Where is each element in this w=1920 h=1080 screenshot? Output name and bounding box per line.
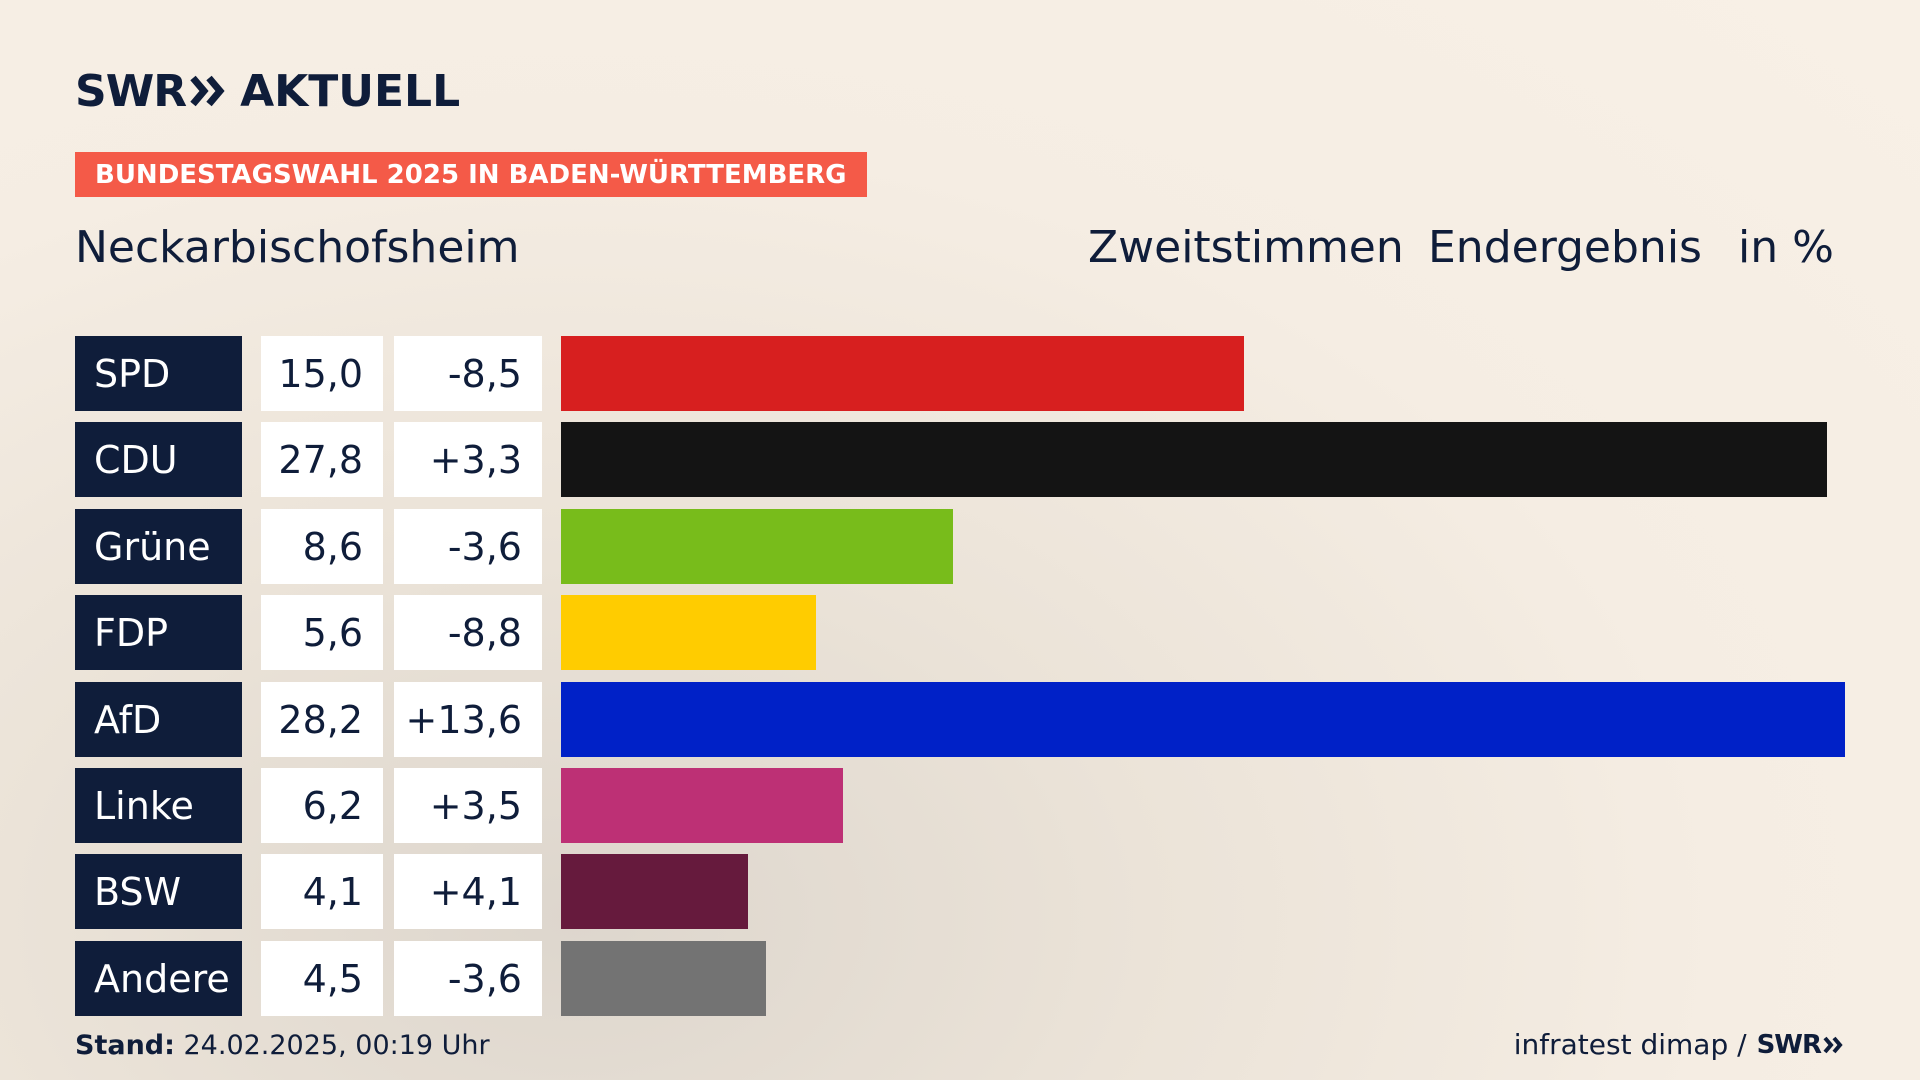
vote-share-value: 8,6 bbox=[261, 509, 383, 584]
result-status-label: Endergebnis bbox=[1428, 222, 1702, 273]
place-title: Neckarbischofsheim bbox=[75, 222, 520, 273]
result-bar bbox=[561, 682, 1845, 757]
vote-share-value: 6,2 bbox=[261, 768, 383, 843]
double-chevron-icon bbox=[190, 75, 225, 107]
vote-share-value: 15,0 bbox=[261, 336, 383, 411]
result-bar bbox=[561, 336, 1244, 411]
vote-share-value: 27,8 bbox=[261, 422, 383, 497]
vote-share-value: 4,1 bbox=[261, 854, 383, 929]
party-label: CDU bbox=[75, 422, 242, 497]
stand-value: 24.02.2025, 00:19 Uhr bbox=[174, 1030, 490, 1061]
party-label: Linke bbox=[75, 768, 242, 843]
vote-share-value: 28,2 bbox=[261, 682, 383, 757]
vote-share-value: 5,6 bbox=[261, 595, 383, 670]
source-label: infratest dimap / bbox=[1513, 1028, 1747, 1061]
vote-change-value: -3,6 bbox=[394, 509, 542, 584]
vote-change-value: -8,5 bbox=[394, 336, 542, 411]
vote-change-value: -3,6 bbox=[394, 941, 542, 1016]
double-chevron-small-icon bbox=[1823, 1036, 1843, 1053]
vote-change-value: +13,6 bbox=[394, 682, 542, 757]
vote-type-label: Zweitstimmen bbox=[1088, 222, 1404, 273]
timestamp: Stand: 24.02.2025, 00:19 Uhr bbox=[75, 1030, 490, 1061]
unit-label: in % bbox=[1738, 222, 1834, 273]
vote-change-value: +3,3 bbox=[394, 422, 542, 497]
result-bar bbox=[561, 854, 748, 929]
vote-share-value: 4,5 bbox=[261, 941, 383, 1016]
vote-change-value: +4,1 bbox=[394, 854, 542, 929]
result-bar bbox=[561, 595, 816, 670]
vote-change-value: -8,8 bbox=[394, 595, 542, 670]
party-label: SPD bbox=[75, 336, 242, 411]
source-brand: SWR bbox=[1756, 1029, 1822, 1060]
election-banner: BUNDESTAGSWAHL 2025 IN BADEN-WÜRTTEMBERG bbox=[75, 152, 867, 197]
swr-wordmark: SWR bbox=[75, 65, 187, 117]
result-bar bbox=[561, 941, 766, 1016]
swr-aktuell-logo: SWR AKTUELL bbox=[75, 65, 461, 117]
party-label: AfD bbox=[75, 682, 242, 757]
party-label: FDP bbox=[75, 595, 242, 670]
result-bar bbox=[561, 422, 1827, 497]
vote-change-value: +3,5 bbox=[394, 768, 542, 843]
result-bar bbox=[561, 768, 843, 843]
stand-label: Stand: bbox=[75, 1030, 175, 1061]
party-label: BSW bbox=[75, 854, 242, 929]
aktuell-wordmark: AKTUELL bbox=[240, 65, 461, 117]
party-label: Grüne bbox=[75, 509, 242, 584]
source-credit: infratest dimap / SWR bbox=[1514, 1028, 1845, 1061]
result-bar bbox=[561, 509, 953, 584]
party-label: Andere bbox=[75, 941, 242, 1016]
